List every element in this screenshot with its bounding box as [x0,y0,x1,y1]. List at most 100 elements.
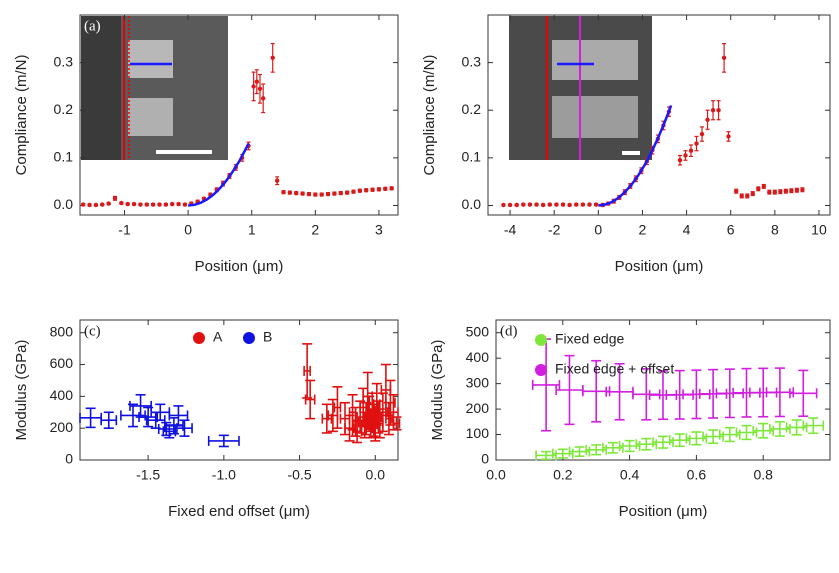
plot-frame [495,319,831,461]
point [783,188,789,194]
plot-frame [487,14,831,216]
point [313,192,318,197]
point [716,108,721,113]
point [694,141,699,146]
x-tick-label: -4 [504,222,517,238]
point [560,202,566,207]
y-tick-label: 400 [50,387,74,403]
x-tick-label: 0.0 [366,467,386,483]
point [705,117,710,122]
x-tick-label: 4 [683,222,691,238]
y-tick-label: 0.2 [54,101,74,117]
x-tick-label: 8 [771,222,779,238]
point [80,202,86,207]
point [125,201,130,207]
x-tick-label: -1.0 [212,467,236,483]
point [756,186,761,192]
y-tick-label: 0.3 [462,53,482,69]
y-axis-title: Compliance (m/N) [421,55,438,176]
point [100,202,105,207]
point [294,190,299,196]
point [734,188,739,194]
x-tick-label: 0 [594,222,602,238]
point [800,187,805,192]
x-tick-label: 0.4 [620,467,640,483]
x-tick-label: 0.2 [553,467,573,483]
x-tick-label: 2 [639,222,647,238]
y-tick-label: 100 [466,425,490,441]
x-tick-label: 0.6 [687,467,707,483]
point [251,84,256,89]
point [274,178,280,183]
plot-frame [79,14,399,216]
point [376,187,382,192]
point [260,96,266,101]
point [254,79,260,84]
series [531,338,818,432]
point [767,189,772,195]
point [772,189,778,195]
y-tick-label: 300 [466,374,490,390]
x-tick-label: 2 [311,222,319,238]
point [182,202,188,207]
legend-marker [535,364,547,376]
panel-label: (c) [84,323,101,339]
point [87,202,92,208]
point [710,108,716,113]
y-tick-label: 200 [50,419,74,435]
y-axis-title: Modulus (GPa) [429,340,446,441]
x-tick-label: 1 [248,222,256,238]
point [726,134,731,139]
point [547,202,552,207]
point [257,86,263,92]
x-tick-label: 6 [727,222,735,238]
y-tick-label: 0.0 [462,196,482,212]
series [79,393,240,448]
x-tick-label: 0.8 [753,467,773,483]
plot-frame [79,319,399,461]
point [119,200,124,206]
y-tick-label: 0.2 [462,101,482,117]
x-axis-title: Position (μm) [195,258,284,275]
point [554,202,559,207]
panel-label: (a) [84,18,101,34]
point [514,202,519,208]
point [131,201,137,207]
point [157,202,162,207]
point [351,189,356,194]
x-axis-title: Fixed end offset (μm) [168,503,310,520]
point [699,131,705,137]
point [112,196,118,201]
point [739,193,744,199]
point [794,188,800,193]
point [567,202,572,208]
point [144,202,149,207]
point [106,201,111,206]
series [302,343,402,444]
x-tick-label: -2 [548,222,561,238]
point [176,201,181,207]
x-tick-label: 10 [811,222,827,238]
y-tick-label: 800 [50,323,74,339]
point [745,193,750,199]
point [521,202,526,207]
y-tick-label: 400 [466,349,490,365]
point [306,191,312,197]
legend-label: B [263,329,272,345]
point [507,202,513,208]
y-tick-label: 0.3 [54,53,74,69]
point [761,184,767,189]
point [170,201,175,207]
point [540,202,546,208]
point [534,202,539,207]
x-tick-label: -0.5 [288,467,312,483]
y-tick-label: 0.0 [54,196,74,212]
point [325,191,331,197]
point [163,202,169,207]
point [150,202,156,207]
point [93,202,99,208]
point [688,148,694,153]
legend-marker [193,332,205,344]
point [574,202,579,207]
